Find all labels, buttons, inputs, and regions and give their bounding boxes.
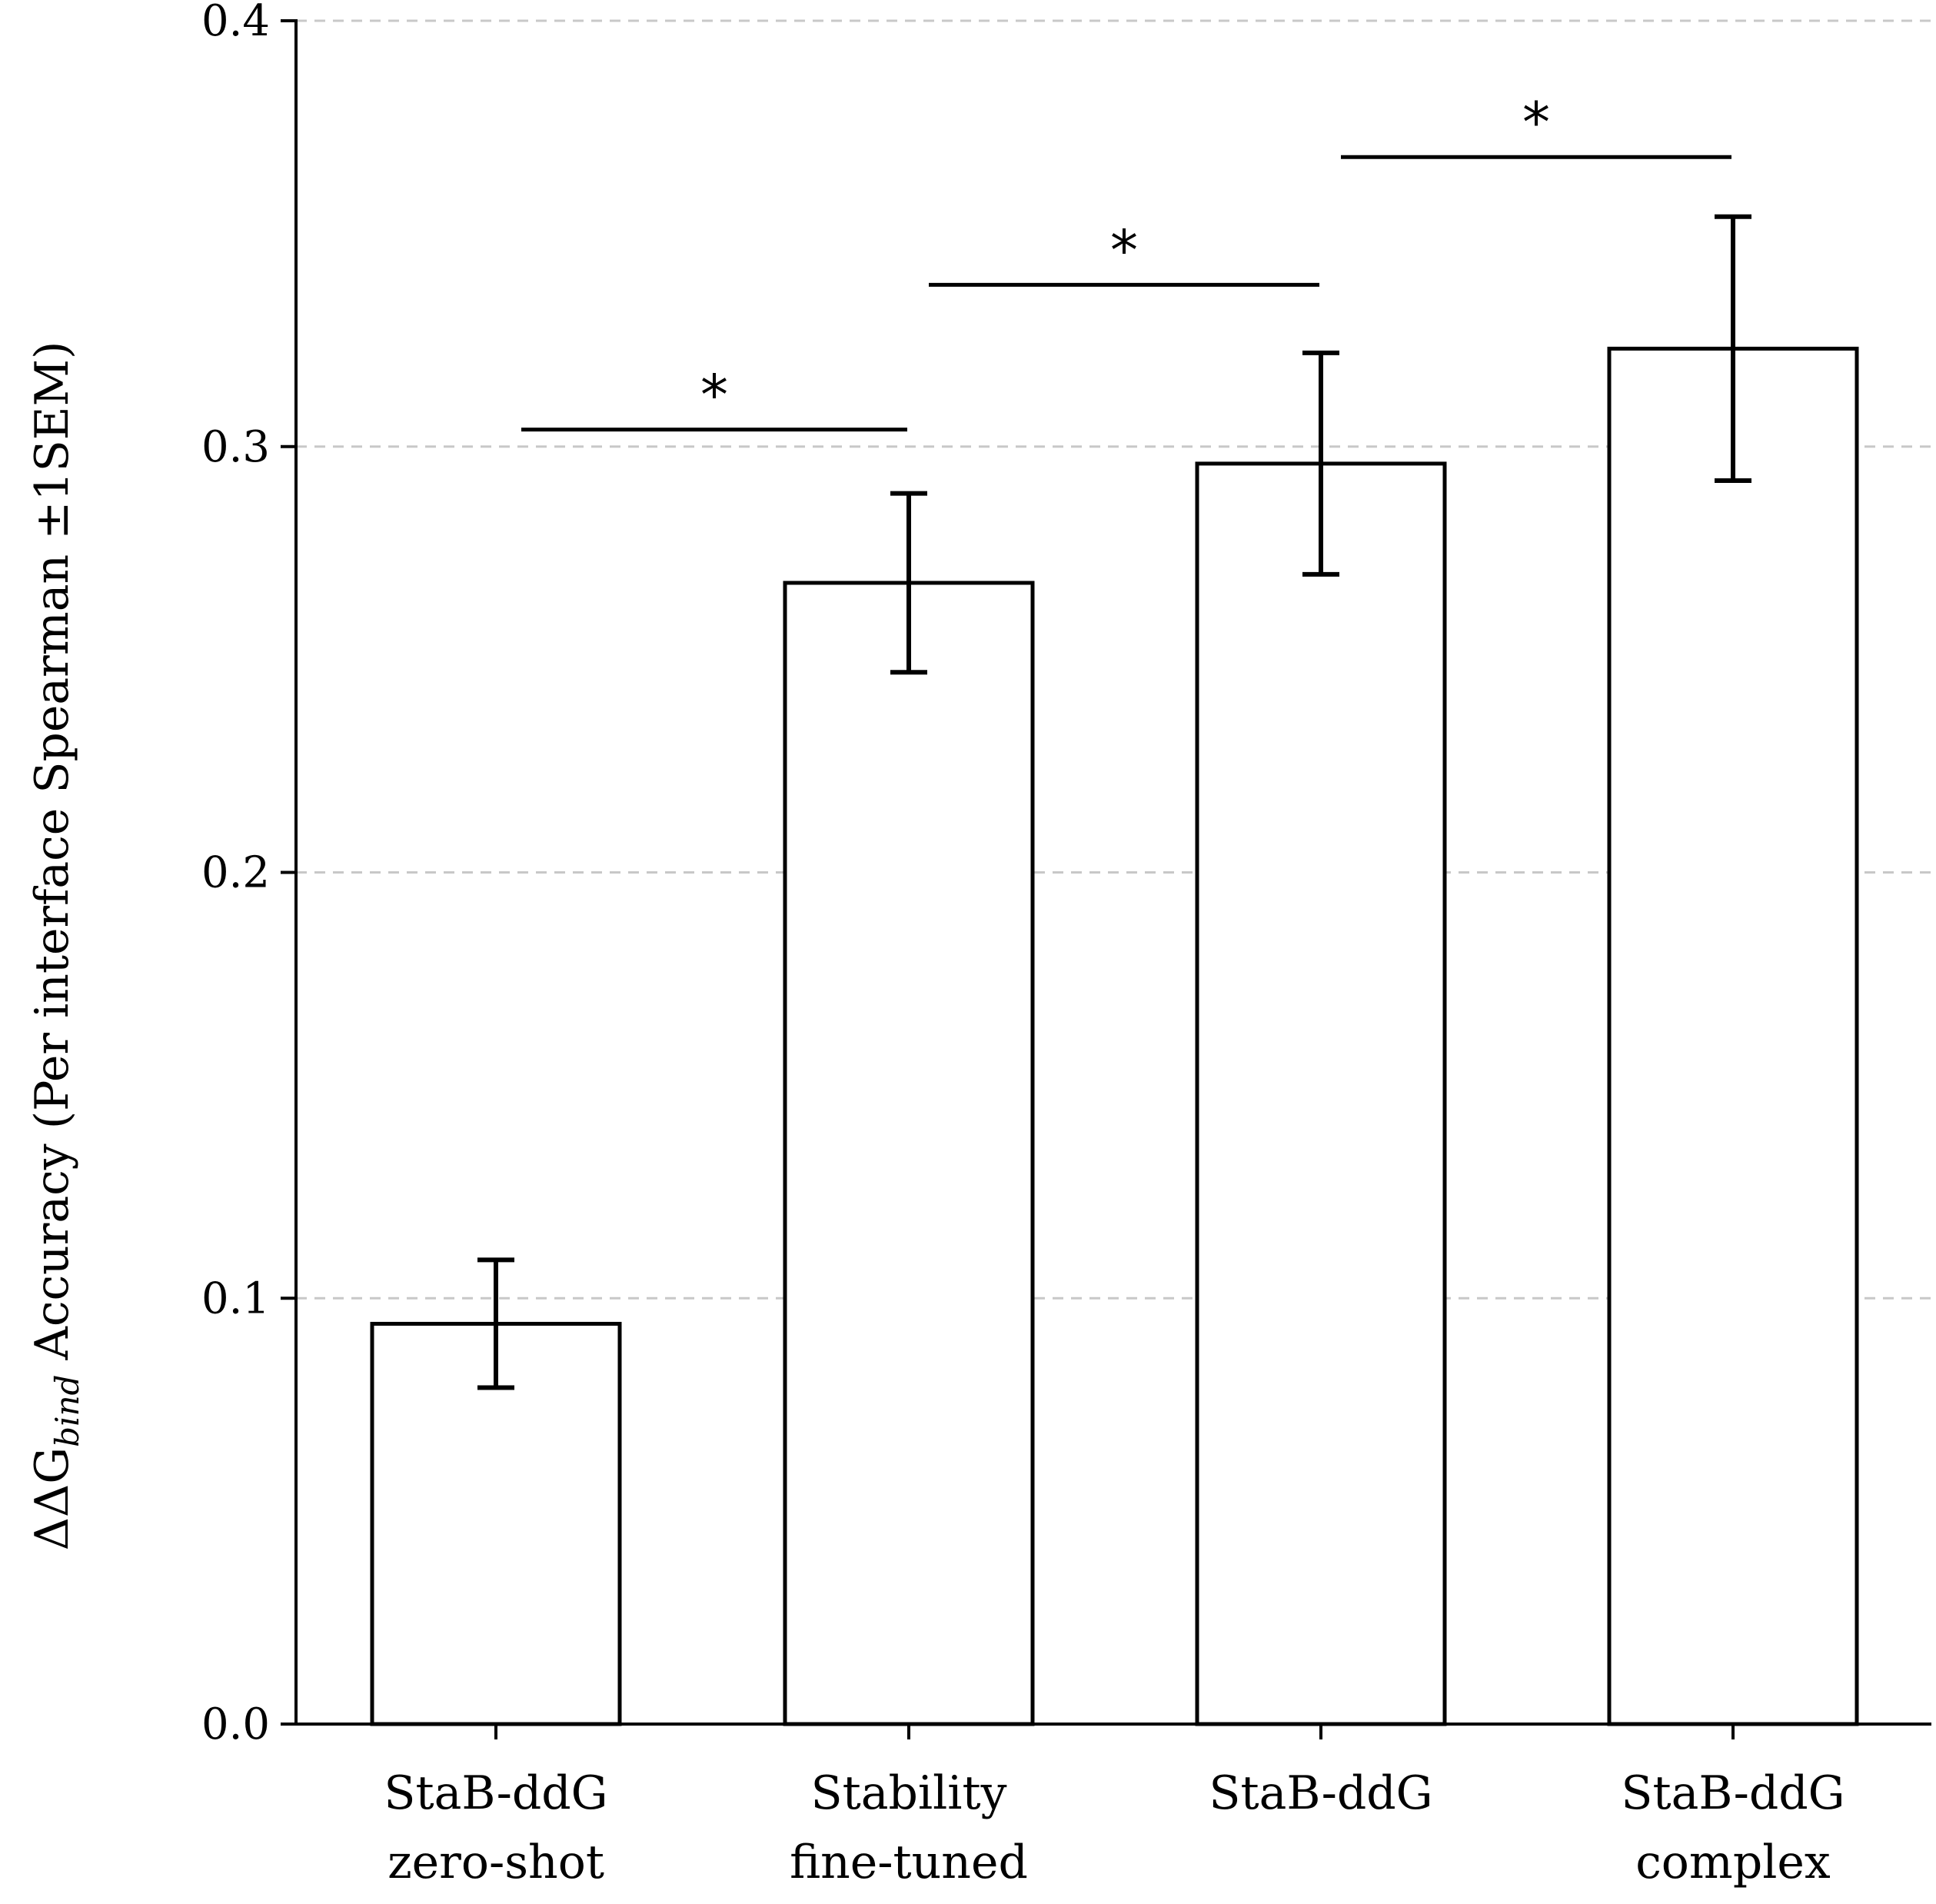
x-tick-label: StaB-ddG [384, 1766, 607, 1820]
y-axis-label-subscript: bind [48, 1375, 86, 1447]
x-tick-label-line2: fine-tuned [790, 1836, 1028, 1889]
y-ticks: 0.0 0.1 0.2 0.3 0.4 [201, 0, 296, 1749]
bar [1195, 461, 1447, 1726]
y-axis-label: ΔΔGbind Accuracy (Per interface Spearman… [25, 341, 86, 1551]
x-tick-label: Stability [811, 1766, 1007, 1820]
error-bar [477, 1257, 514, 1390]
x-tick-label-line2: complex [1635, 1836, 1831, 1889]
y-axis-label-prefix: ΔΔG [25, 1447, 79, 1551]
significance-star: * [700, 363, 728, 428]
error-bar [890, 491, 927, 675]
bars [370, 346, 1859, 1726]
y-tick-label: 0.1 [201, 1273, 270, 1323]
y-axis-label-suffix: Accuracy (Per interface Spearman ±1SEM) [25, 341, 79, 1375]
y-tick-label: 0.4 [201, 0, 270, 46]
grid-lines [296, 19, 1931, 1300]
y-tick-label: 0.0 [201, 1699, 270, 1749]
x-ticks: StaB-ddG zero-shot Stability fine-tuned StaB… [384, 1724, 1845, 1889]
significance-bracket: * [1341, 90, 1731, 159]
bar [1607, 346, 1859, 1726]
y-tick-label: 0.3 [201, 422, 270, 472]
x-tick-label-line2: zero-shot [388, 1836, 604, 1889]
x-tick-label: StaB-ddG [1621, 1766, 1845, 1820]
significance-bracket: * [521, 363, 907, 432]
significance-markers: * * * [521, 90, 1731, 432]
significance-star: * [1522, 90, 1550, 155]
significance-star: * [1110, 218, 1138, 282]
error-bar [1302, 350, 1339, 577]
bar [783, 581, 1035, 1726]
x-tick-label: StaB-ddG [1209, 1766, 1432, 1820]
y-tick-label: 0.2 [201, 848, 270, 898]
error-bar [1715, 214, 1751, 484]
error-bars [477, 214, 1751, 1390]
significance-bracket: * [929, 218, 1319, 287]
